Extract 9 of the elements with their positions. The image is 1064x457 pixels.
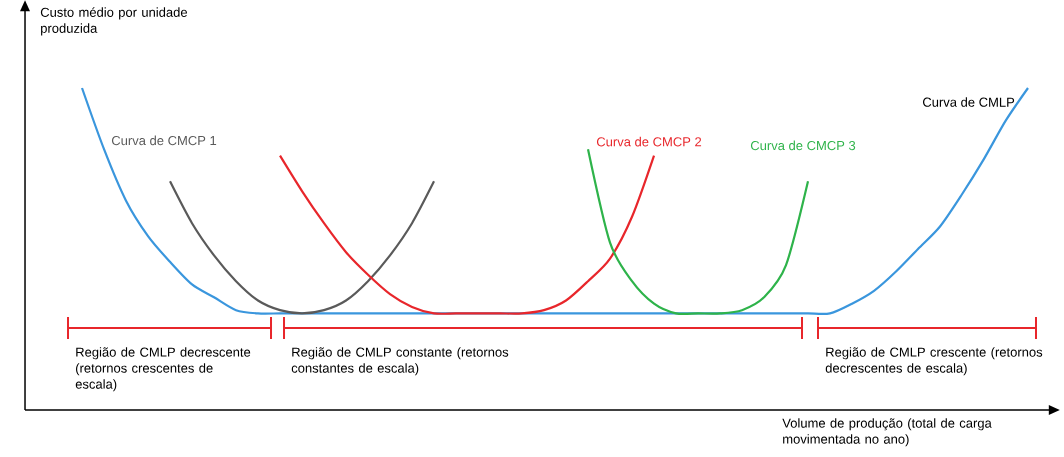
y-axis-title: Custo médio por unidade produzida (40, 7, 188, 36)
series-label: Curva de CMLP (922, 97, 1015, 107)
annotation: Região de CMLP decrescente (retornos crescentes de escala) (75, 347, 251, 392)
text: Curva de CMCP 3 (750, 140, 856, 151)
series-label: Curva de CMCP 2 (596, 136, 702, 147)
annotation: Região de CMLP constante (retornos constantes de escala) (291, 347, 509, 376)
annotation: Região de CMLP crescente (retornos decrescentes de escala) (825, 347, 1043, 376)
text: Curva de CMCP 1 (111, 135, 217, 146)
x-axis-title: Volume de produção (total de carga movimentada no ano) (782, 418, 992, 447)
